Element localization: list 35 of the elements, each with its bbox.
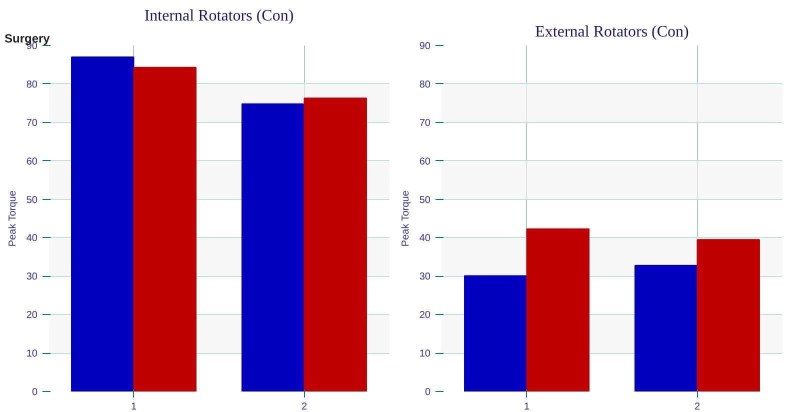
- x-tick-label: 2: [301, 402, 308, 412]
- y-tick-label: 30: [419, 272, 431, 283]
- bar: [464, 275, 528, 392]
- y-tick-label: 20: [26, 310, 38, 322]
- bar: [133, 66, 196, 392]
- y-tick-label: 60: [26, 156, 38, 168]
- bar: [71, 56, 134, 392]
- bar: [634, 264, 698, 392]
- y-tick-label: 0: [32, 387, 38, 398]
- y-axis-title: Peak Torque: [400, 190, 412, 247]
- y-tick-label: 20: [419, 310, 431, 322]
- y-tick-label: 40: [419, 233, 431, 244]
- y-tick-label: 40: [26, 233, 38, 244]
- chart-title: Internal Rotators (Con): [144, 8, 294, 24]
- x-tick-label: 2: [694, 402, 700, 412]
- y-tick-label: 90: [419, 41, 431, 52]
- y-tick-label: 10: [26, 348, 38, 360]
- y-tick-label: 50: [26, 194, 38, 206]
- y-axis-title: Peak Torque: [7, 190, 18, 247]
- y-tick-label: 10: [419, 348, 431, 360]
- y-tick-label: 80: [26, 79, 38, 90]
- y-tick-label: 80: [419, 79, 431, 90]
- y-tick-label: 50: [419, 194, 431, 206]
- y-tick-label: 70: [26, 118, 38, 129]
- y-tick-label: 0: [424, 387, 431, 398]
- bar: [242, 103, 305, 392]
- bar: [696, 239, 760, 392]
- chart-title: External Rotators (Con): [535, 24, 689, 40]
- x-tick-label: 1: [130, 402, 137, 412]
- y-tick-label: 30: [26, 272, 38, 283]
- x-tick-label: 1: [524, 402, 530, 412]
- bar: [526, 228, 590, 392]
- y-tick-label: 70: [419, 118, 431, 129]
- y-tick-label: 60: [419, 156, 431, 168]
- bar: [304, 98, 367, 392]
